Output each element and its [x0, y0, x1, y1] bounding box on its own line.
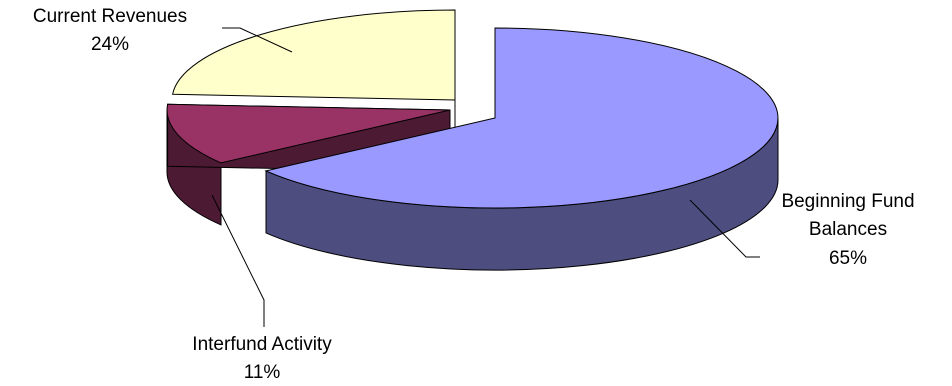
slice-label-beginning-fund-line1: Beginning Fund: [781, 191, 914, 212]
slice-label-beginning-fund-line2: Balances: [809, 219, 887, 240]
slice-value-beginning-fund: 65%: [829, 248, 867, 269]
slice-value-current-revenues: 24%: [91, 34, 129, 55]
pie-slice-beginning-fund-balances: [264, 27, 779, 209]
slice-label-current-revenues: Current Revenues: [33, 6, 187, 27]
pie-top-layer: [166, 9, 779, 209]
pie-slice-interfund-activity: [166, 103, 451, 164]
pie-slice-current-revenues: [171, 9, 456, 101]
leader-line-beginning-fund: [689, 199, 760, 258]
leader-line-current-revenues: [222, 27, 293, 53]
leader-line-interfund: [211, 194, 265, 327]
slice-label-interfund-activity: Interfund Activity: [192, 334, 332, 355]
slice-value-interfund-activity: 11%: [244, 362, 281, 383]
